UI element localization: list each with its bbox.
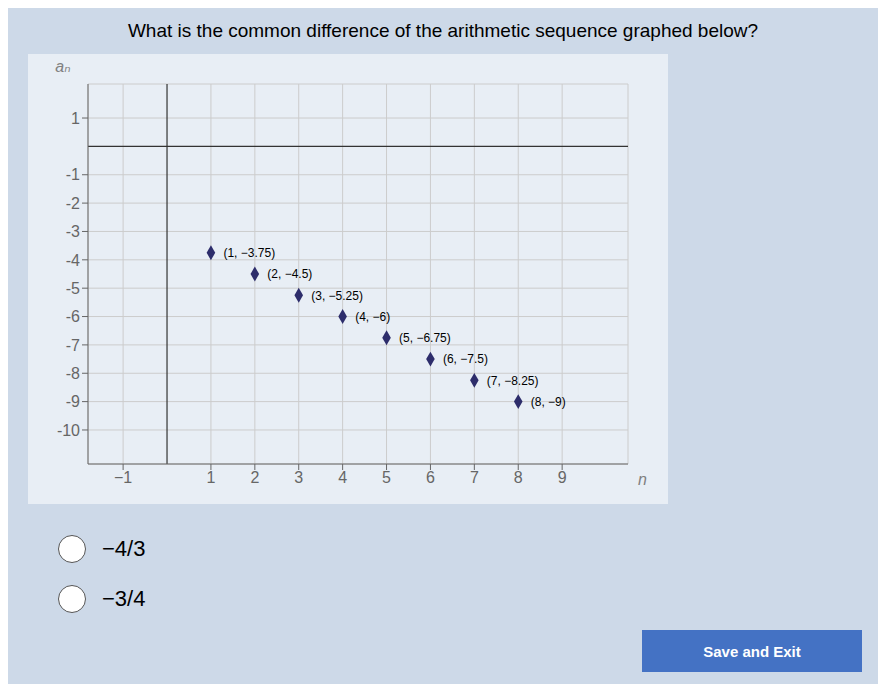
svg-text:(2, −4.5): (2, −4.5) <box>267 267 312 281</box>
svg-text:3: 3 <box>294 469 303 486</box>
html-text:What is the common difference: What is the common difference of the ari… <box>127 20 759 41</box>
svg-text:-6: -6 <box>66 308 80 325</box>
svg-text:7: 7 <box>470 469 479 486</box>
svg-text:(6, −7.5): (6, −7.5) <box>443 352 488 366</box>
svg-text:-5: -5 <box>66 280 80 297</box>
svg-text:(8, −9): (8, −9) <box>531 395 566 409</box>
svg-text:9: 9 <box>558 469 567 486</box>
svg-text:−1: −1 <box>114 469 132 486</box>
svg-text:(1, −3.75): (1, −3.75) <box>223 246 275 260</box>
svg-text:8: 8 <box>514 469 523 486</box>
svg-text:-3: -3 <box>66 223 80 240</box>
svg-text:-4: -4 <box>66 252 80 269</box>
svg-text:2: 2 <box>250 469 259 486</box>
svg-text:aₙ: aₙ <box>55 58 70 75</box>
svg-text:1: 1 <box>206 469 215 486</box>
svg-text:(5, −6.75): (5, −6.75) <box>399 331 451 345</box>
html-text:−4/3: −4/3 <box>102 536 146 561</box>
svg-text:-9: -9 <box>66 393 80 410</box>
svg-text:(3, −5.25): (3, −5.25) <box>311 289 363 303</box>
svg-text:(4, −6): (4, −6) <box>355 310 390 324</box>
svg-text:-10: -10 <box>57 422 80 439</box>
svg-text:4: 4 <box>338 469 347 486</box>
svg-text:-7: -7 <box>66 337 80 354</box>
svg-text:-2: -2 <box>66 195 80 212</box>
svg-text:-8: -8 <box>66 365 80 382</box>
svg-text:6: 6 <box>426 469 435 486</box>
svg-text:1: 1 <box>71 110 80 127</box>
html-text:−3/4: −3/4 <box>102 586 146 611</box>
html-text:Save and Exit: Save and Exit <box>703 642 801 660</box>
svg-text:-1: -1 <box>66 166 80 183</box>
svg-text:(7, −8.25): (7, −8.25) <box>487 374 539 388</box>
svg-text:5: 5 <box>382 469 391 486</box>
svg-text:n: n <box>638 471 647 488</box>
